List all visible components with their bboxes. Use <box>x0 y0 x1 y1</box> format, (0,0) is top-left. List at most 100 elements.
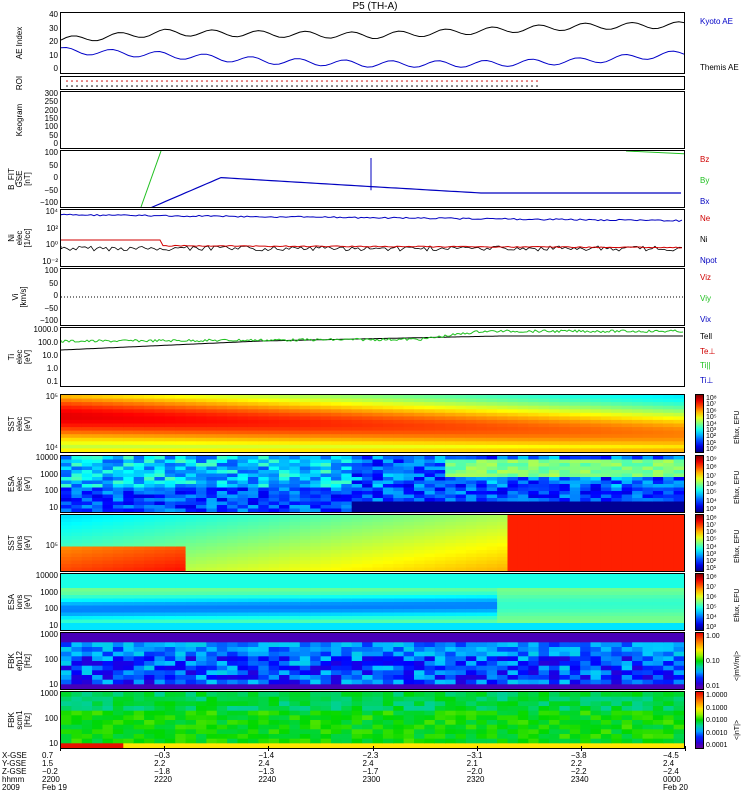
spectrogram-cell <box>351 448 363 452</box>
spectrogram-cell <box>227 484 239 489</box>
spectrogram-cell <box>569 402 581 407</box>
spectrogram-cell <box>133 525 145 530</box>
spectrogram-cell <box>341 679 353 685</box>
spectrogram-cell <box>268 416 280 421</box>
spectrogram-cell <box>382 409 394 414</box>
spectrogram-cell <box>206 670 218 676</box>
spectrogram-cell <box>632 398 644 403</box>
spectrogram-cell <box>92 398 104 403</box>
spectrogram-cell <box>476 473 488 478</box>
spectrogram-cell <box>144 456 156 461</box>
spectrogram-cell <box>414 412 425 417</box>
spectrogram-cell <box>517 642 529 648</box>
spectrogram-cell <box>528 609 540 614</box>
spectrogram-cell <box>102 430 114 435</box>
spectrogram-cell <box>196 588 207 593</box>
spectrogram-cell <box>144 525 156 530</box>
spectrogram-cell <box>81 441 93 446</box>
spectrogram-cell <box>154 473 166 478</box>
spectrogram-cell <box>268 405 280 410</box>
spectrogram-cell <box>71 612 83 617</box>
spectrogram-cell <box>227 564 239 569</box>
roi-dot <box>406 80 408 82</box>
spectrogram-cell <box>258 494 270 499</box>
roi-dot <box>381 85 383 87</box>
spectrogram-cell <box>247 423 259 428</box>
spectrogram-cell <box>445 487 457 492</box>
spectrogram-cell <box>486 395 498 400</box>
spectrogram-cell <box>196 684 207 689</box>
spectrogram-cell <box>600 416 612 421</box>
spectrogram-cell <box>133 684 145 689</box>
spectrogram-cell <box>528 484 540 489</box>
spectrogram-cell <box>331 647 342 653</box>
spectrogram-cell <box>497 491 509 496</box>
spectrogram-cell <box>486 616 498 621</box>
spectrogram-cell <box>185 459 197 464</box>
spectrogram-cell <box>123 633 135 639</box>
spectrogram-cell <box>455 473 467 478</box>
spectrogram-cell <box>538 553 550 558</box>
spectrogram-cell <box>237 498 249 503</box>
spectrogram-cell <box>196 577 207 582</box>
spectrogram-cell <box>600 459 612 464</box>
spectrogram-cell <box>403 595 415 600</box>
spectrogram-cell <box>216 416 228 421</box>
spectrogram-cell <box>434 484 446 489</box>
spectrogram-cell <box>123 423 135 428</box>
panel-esa_e-plot <box>61 456 684 512</box>
spectrogram-cell <box>341 609 353 614</box>
spectrogram-cell <box>289 498 301 503</box>
spectrogram-cell <box>580 656 592 662</box>
spectrogram-cell <box>663 656 675 662</box>
spectrogram-cell <box>362 419 374 425</box>
spectrogram-cell <box>559 525 571 530</box>
spectrogram-cell <box>92 637 104 643</box>
spectrogram-cell <box>164 498 176 503</box>
spectrogram-cell <box>102 595 114 600</box>
spectrogram-cell <box>185 466 197 471</box>
spectrogram-cell <box>465 626 477 630</box>
spectrogram-cell <box>507 532 519 537</box>
spectrogram-cell <box>549 518 560 523</box>
spectrogram-cell <box>227 515 239 520</box>
spectrogram-cell <box>144 409 156 414</box>
spectrogram-cell <box>600 508 612 512</box>
spectrogram-cell <box>414 577 425 582</box>
spectrogram-cell <box>247 416 259 421</box>
spectrogram-cell <box>372 612 384 617</box>
spectrogram-cell <box>382 536 394 541</box>
spectrogram-cell <box>310 605 322 610</box>
spectrogram-cell <box>465 567 477 571</box>
spectrogram-cell <box>642 477 654 482</box>
spectrogram-cell <box>331 581 342 586</box>
spectrogram-cell <box>434 419 446 425</box>
spectrogram-cell <box>632 661 644 667</box>
spectrogram-cell <box>310 602 322 607</box>
spectrogram-cell <box>528 670 540 676</box>
spectrogram-cell <box>611 670 623 676</box>
series-ne-line <box>61 213 683 222</box>
spectrogram-cell <box>92 577 104 582</box>
spectrogram-cell <box>445 416 457 421</box>
spectrogram-cell <box>310 665 322 671</box>
spectrogram-cell <box>517 557 529 562</box>
spectrogram-cell <box>569 498 581 503</box>
series-ni-line <box>61 245 683 252</box>
spectrogram-cell <box>600 536 612 541</box>
spectrogram-cell <box>393 609 405 614</box>
spectrogram-cell <box>424 491 436 496</box>
spectrogram-cell <box>632 670 644 676</box>
spectrogram-cell <box>632 441 644 446</box>
spectrogram-cell <box>476 656 488 662</box>
spectrogram-cell <box>549 491 560 496</box>
spectrogram-cell <box>382 405 394 410</box>
spectrogram-cell <box>455 441 467 446</box>
spectrogram-cell <box>112 437 124 442</box>
spectrogram-cell <box>621 546 633 551</box>
spectrogram-cell <box>497 633 509 639</box>
spectrogram-cell <box>299 434 311 439</box>
spectrogram-cell <box>227 466 239 471</box>
spectrogram-cell <box>299 402 311 407</box>
spectrogram-cell <box>590 480 602 485</box>
